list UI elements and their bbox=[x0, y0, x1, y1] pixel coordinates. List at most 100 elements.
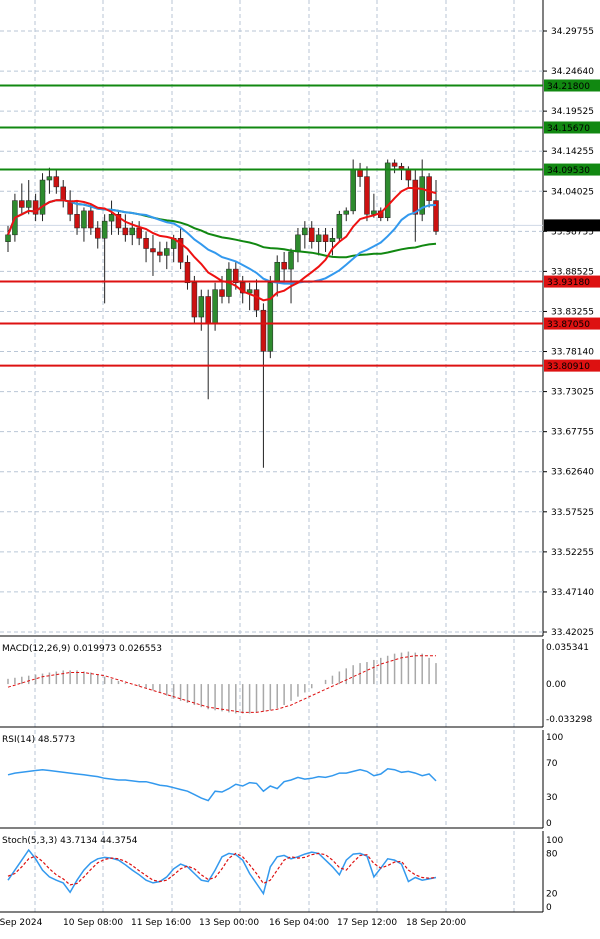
y-tick-label: 33.73025 bbox=[551, 388, 594, 398]
y-tick-label: 33.83255 bbox=[551, 307, 594, 317]
candle-body bbox=[433, 200, 439, 232]
candle-body bbox=[322, 234, 329, 242]
resistance-level-label: 34.15670 bbox=[547, 124, 590, 134]
candle-body bbox=[205, 296, 211, 325]
candle-body bbox=[384, 162, 391, 218]
resistance-level-label: 34.09530 bbox=[547, 166, 590, 176]
resistance-level-label: 34.21800 bbox=[547, 82, 590, 92]
y-tick-label: 33.78140 bbox=[551, 348, 594, 358]
candle-body bbox=[295, 234, 301, 253]
candle-body bbox=[253, 289, 260, 311]
candle-body bbox=[25, 200, 32, 208]
candle-body bbox=[260, 309, 267, 352]
x-tick-label: 17 Sep 12:00 bbox=[337, 918, 397, 928]
candle-body bbox=[191, 282, 198, 318]
stoch-y-tick-label: 80 bbox=[546, 849, 558, 859]
candle-body bbox=[150, 248, 156, 253]
candle-body bbox=[219, 289, 225, 297]
candle-body bbox=[419, 176, 425, 215]
candle-body bbox=[274, 261, 280, 284]
candle-body bbox=[267, 282, 274, 352]
candle-body bbox=[315, 234, 322, 242]
x-tick-label: 10 Sep 08:00 bbox=[63, 918, 123, 928]
candle-body bbox=[357, 169, 363, 177]
rsi-y-tick-label: 0 bbox=[546, 819, 552, 829]
y-tick-label: 34.24640 bbox=[551, 67, 594, 77]
current-price-label: 34.01377 bbox=[547, 222, 590, 232]
support-level-label: 33.80910 bbox=[547, 362, 590, 372]
macd-y-tick-label: 0.035341 bbox=[546, 643, 589, 653]
candle-body bbox=[129, 227, 136, 236]
y-tick-label: 33.52255 bbox=[551, 548, 594, 558]
candle-body bbox=[164, 248, 170, 256]
candle-body bbox=[336, 214, 343, 239]
candle-body bbox=[39, 179, 46, 215]
candle-body bbox=[32, 200, 39, 215]
y-tick-label: 33.67755 bbox=[551, 428, 594, 438]
candle-body bbox=[212, 289, 218, 325]
candle-body bbox=[288, 251, 294, 270]
candle-body bbox=[308, 227, 315, 242]
candle-body bbox=[101, 220, 108, 239]
y-tick-label: 33.98755 bbox=[551, 227, 594, 237]
stoch-y-tick-label: 20 bbox=[546, 890, 558, 900]
candle-body bbox=[350, 169, 356, 212]
stoch-y-tick-label: 0 bbox=[546, 903, 552, 913]
candle-body bbox=[143, 238, 149, 249]
candle-body bbox=[108, 214, 115, 222]
candle-body bbox=[426, 176, 432, 201]
stoch-y-tick-label: 100 bbox=[546, 836, 563, 846]
candle-body bbox=[412, 179, 419, 215]
candle-body bbox=[405, 169, 412, 181]
y-tick-label: 34.14255 bbox=[551, 147, 594, 157]
support-level-label-bg bbox=[544, 317, 600, 330]
y-tick-label: 33.47140 bbox=[551, 588, 594, 598]
candle-body bbox=[281, 261, 287, 270]
moving-average-mid-line bbox=[7, 199, 437, 285]
y-tick-label: 34.19525 bbox=[551, 107, 594, 117]
y-tick-label: 33.88525 bbox=[551, 267, 594, 277]
y-tick-label: 34.04025 bbox=[551, 187, 594, 197]
resistance-level-label-bg bbox=[544, 121, 600, 134]
candle-body bbox=[115, 214, 122, 229]
rsi-y-tick-label: 100 bbox=[546, 733, 563, 743]
candle-body bbox=[60, 186, 66, 201]
candle-body bbox=[81, 210, 87, 229]
macd-signal-line bbox=[7, 655, 436, 713]
candle-body bbox=[198, 296, 205, 318]
x-tick-label: 9 Sep 2024 bbox=[0, 918, 43, 928]
candle-body bbox=[364, 176, 370, 215]
candle-body bbox=[5, 234, 11, 242]
y-tick-label: 33.57525 bbox=[551, 508, 594, 518]
x-tick-label: 13 Sep 00:00 bbox=[199, 918, 259, 928]
support-level-label-bg bbox=[544, 359, 600, 372]
rsi-y-tick-label: 30 bbox=[546, 793, 558, 803]
candle-body bbox=[391, 162, 398, 167]
candle-body bbox=[302, 227, 308, 236]
candle-body bbox=[46, 176, 53, 181]
x-tick-label: 18 Sep 20:00 bbox=[406, 918, 466, 928]
candle-body bbox=[239, 282, 246, 294]
candle-body bbox=[329, 238, 336, 242]
resistance-level-label-bg bbox=[544, 163, 600, 176]
macd-y-tick-label: 0.00 bbox=[546, 680, 566, 690]
macd-y-tick-label: -0.033298 bbox=[546, 715, 592, 725]
rsi-indicator-label: RSI(14) 48.5773 bbox=[2, 735, 75, 745]
candle-body bbox=[136, 227, 142, 239]
candle-body bbox=[184, 261, 191, 284]
candle-body bbox=[233, 268, 239, 284]
candle-body bbox=[157, 251, 163, 256]
stoch-indicator-label: Stoch(5,3,3) 43.7134 44.3754 bbox=[2, 836, 138, 846]
rsi-y-tick-label: 70 bbox=[546, 759, 558, 769]
macd-indicator-label: MACD(12,26,9) 0.019973 0.026553 bbox=[2, 644, 162, 654]
current-price-label-bg bbox=[544, 219, 600, 232]
support-level-label: 33.87050 bbox=[547, 320, 590, 330]
candle-body bbox=[53, 176, 60, 188]
candle-body bbox=[88, 210, 94, 229]
x-tick-label: 11 Sep 16:00 bbox=[131, 918, 191, 928]
candle-body bbox=[19, 200, 25, 208]
x-tick-label: 16 Sep 04:00 bbox=[269, 918, 329, 928]
candle-body bbox=[177, 238, 184, 263]
